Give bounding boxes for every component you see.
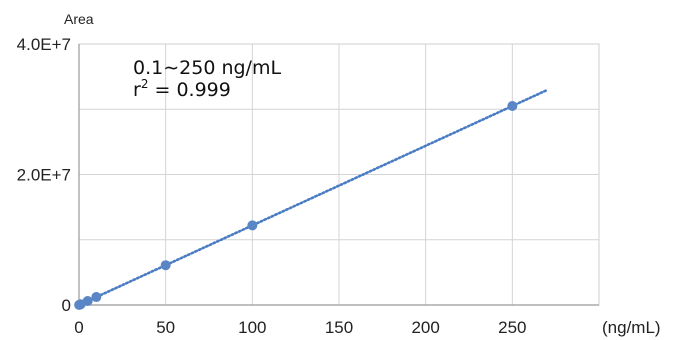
x-tick-label: 250	[498, 318, 526, 337]
trendline	[77, 88, 549, 307]
x-axis-label: (ng/mL)	[602, 318, 661, 337]
y-axis-label: Area	[64, 11, 94, 27]
data-point	[247, 220, 258, 231]
trendline-group	[77, 88, 549, 307]
r2-value: = 0.999	[148, 79, 230, 101]
data-point	[160, 260, 171, 271]
data-point	[91, 292, 102, 303]
y-tick-labels: 0 2.0E+7 4.0E+7	[17, 35, 71, 315]
x-tick-label: 200	[411, 318, 439, 337]
y-tick-label: 2.0E+7	[17, 166, 71, 185]
x-tick-label: 50	[156, 318, 175, 337]
axes	[78, 44, 599, 306]
data-point	[507, 100, 518, 111]
r2-exponent: 2	[141, 77, 149, 91]
r2-prefix: r	[133, 79, 141, 101]
data-point	[82, 296, 93, 307]
r2-annotation: r2 = 0.999	[133, 77, 231, 101]
range-annotation: 0.1∼250 ng/mL	[133, 57, 281, 79]
data-points	[74, 100, 518, 310]
x-tick-label: 100	[238, 318, 266, 337]
x-tick-labels: 0 50 100 150 200 250	[74, 318, 526, 337]
y-tick-label: 4.0E+7	[17, 35, 71, 54]
x-tick-label: 0	[74, 318, 83, 337]
x-tick-label: 150	[325, 318, 353, 337]
y-tick-label: 0	[62, 296, 71, 315]
